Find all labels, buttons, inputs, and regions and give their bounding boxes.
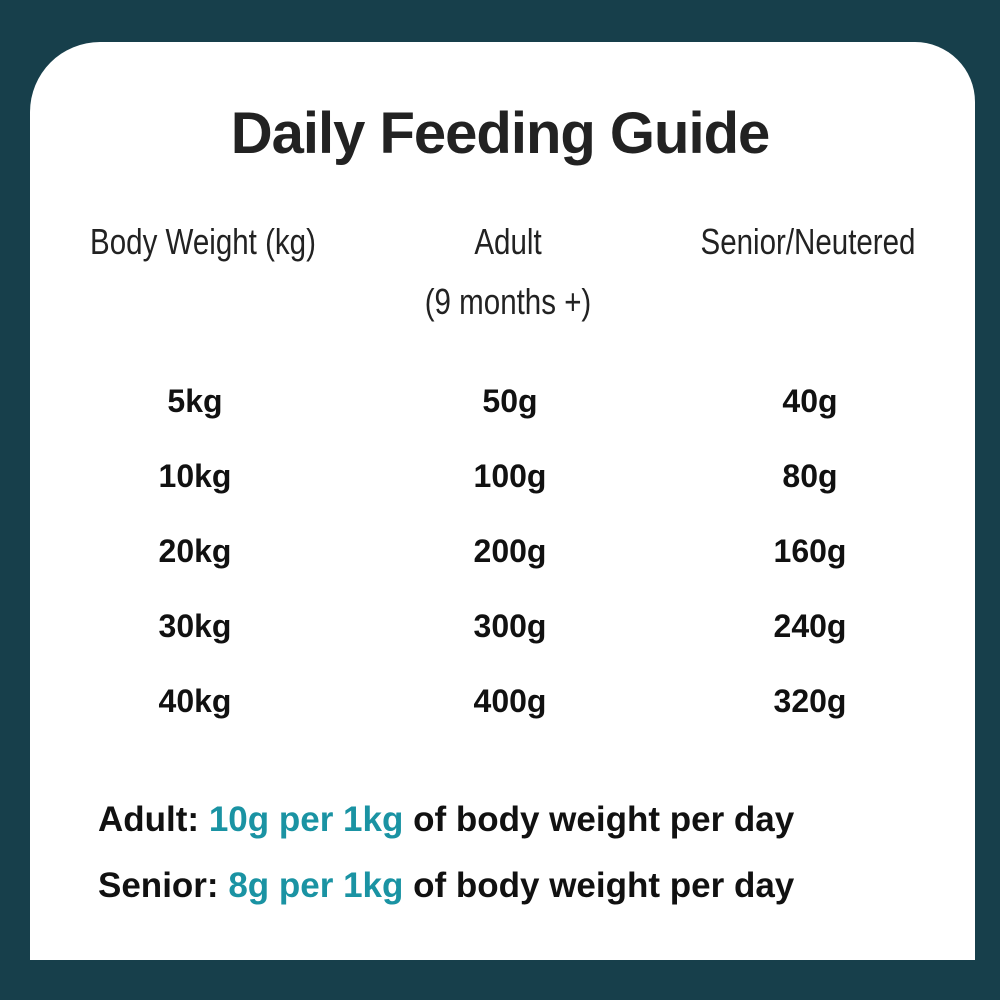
rule-amount: 8g per 1kg [228, 866, 404, 905]
rule-label: Adult: [98, 800, 200, 839]
header-adult-sub: (9 months +) [424, 281, 592, 322]
cell-adult: 300g [473, 608, 547, 644]
senior-rule: Senior: 8g per 1kg of body weight per da… [98, 866, 1000, 906]
cell-senior: 240g [773, 608, 847, 644]
cell-weight: 10kg [158, 458, 232, 494]
feeding-guide-card [30, 42, 975, 960]
cell-adult: 100g [473, 458, 547, 494]
cell-adult: 50g [482, 383, 538, 419]
header-body-weight: Body Weight (kg) [90, 221, 316, 262]
cell-senior: 40g [782, 383, 838, 419]
rule-rest: of body weight per day [413, 800, 795, 839]
page-title: Daily Feeding Guide [230, 101, 771, 166]
cell-weight: 20kg [158, 533, 232, 569]
cell-senior: 160g [773, 533, 847, 569]
cell-senior: 320g [773, 683, 847, 719]
cell-adult: 200g [473, 533, 547, 569]
cell-weight: 5kg [167, 383, 223, 419]
cell-weight: 40kg [158, 683, 232, 719]
cell-adult: 400g [473, 683, 547, 719]
rule-rest: of body weight per day [413, 866, 795, 905]
header-adult: Adult [474, 221, 542, 262]
rule-amount: 10g per 1kg [208, 800, 404, 839]
adult-rule: Adult: 10g per 1kg of body weight per da… [98, 800, 1000, 840]
rule-label: Senior: [98, 866, 219, 905]
header-senior: Senior/Neutered [700, 221, 916, 262]
cell-weight: 30kg [158, 608, 232, 644]
cell-senior: 80g [782, 458, 838, 494]
